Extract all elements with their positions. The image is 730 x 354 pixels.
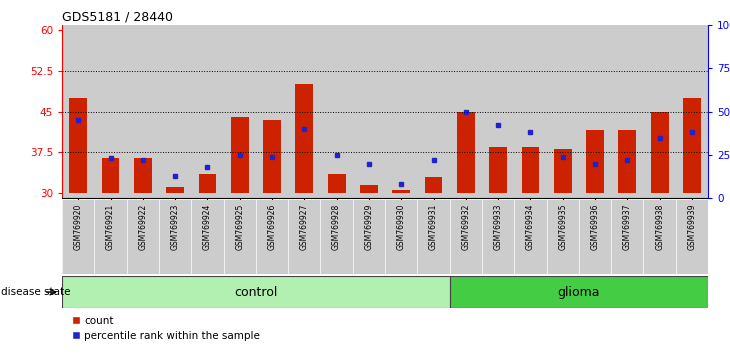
- Bar: [554, 149, 572, 193]
- Bar: [223, 200, 256, 274]
- Bar: [514, 25, 547, 198]
- Bar: [231, 117, 249, 193]
- Bar: [418, 25, 450, 198]
- Bar: [418, 200, 450, 274]
- Bar: [450, 200, 482, 274]
- Bar: [288, 200, 320, 274]
- Bar: [547, 25, 579, 198]
- Bar: [360, 185, 378, 193]
- Text: glioma: glioma: [558, 286, 600, 298]
- Bar: [134, 158, 152, 193]
- Bar: [320, 25, 353, 198]
- Bar: [644, 200, 676, 274]
- Bar: [618, 131, 637, 193]
- Text: GSM769937: GSM769937: [623, 204, 632, 250]
- Bar: [579, 25, 611, 198]
- Text: GSM769921: GSM769921: [106, 204, 115, 250]
- Text: control: control: [234, 286, 277, 298]
- Text: GSM769934: GSM769934: [526, 204, 535, 250]
- Bar: [450, 25, 482, 198]
- Text: GSM769933: GSM769933: [493, 204, 503, 250]
- Bar: [676, 25, 708, 198]
- Text: GSM769939: GSM769939: [688, 204, 696, 250]
- Bar: [127, 200, 159, 274]
- Bar: [650, 112, 669, 193]
- Bar: [457, 112, 475, 193]
- FancyBboxPatch shape: [62, 276, 450, 308]
- Bar: [482, 25, 514, 198]
- Bar: [385, 25, 418, 198]
- Bar: [159, 25, 191, 198]
- Text: GSM769926: GSM769926: [267, 204, 277, 250]
- Bar: [199, 174, 216, 193]
- Bar: [482, 200, 514, 274]
- Bar: [683, 98, 701, 193]
- Bar: [514, 200, 547, 274]
- Text: GDS5181 / 28440: GDS5181 / 28440: [62, 11, 173, 24]
- FancyBboxPatch shape: [450, 276, 708, 308]
- Text: GSM769927: GSM769927: [300, 204, 309, 250]
- Bar: [166, 187, 184, 193]
- Bar: [263, 120, 281, 193]
- Bar: [288, 25, 320, 198]
- Text: GSM769929: GSM769929: [364, 204, 374, 250]
- Bar: [101, 158, 120, 193]
- Bar: [94, 200, 127, 274]
- Text: GSM769931: GSM769931: [429, 204, 438, 250]
- Text: GSM769923: GSM769923: [171, 204, 180, 250]
- Text: GSM769925: GSM769925: [235, 204, 245, 250]
- Text: GSM769928: GSM769928: [332, 204, 341, 250]
- Bar: [69, 98, 87, 193]
- Bar: [127, 25, 159, 198]
- Text: GSM769932: GSM769932: [461, 204, 470, 250]
- Bar: [223, 25, 256, 198]
- Bar: [256, 200, 288, 274]
- Bar: [392, 190, 410, 193]
- Bar: [328, 174, 345, 193]
- Text: GSM769938: GSM769938: [655, 204, 664, 250]
- Bar: [586, 131, 604, 193]
- Bar: [579, 200, 611, 274]
- Text: GSM769936: GSM769936: [591, 204, 599, 250]
- Bar: [676, 200, 708, 274]
- Bar: [353, 25, 385, 198]
- Bar: [521, 147, 539, 193]
- Bar: [320, 200, 353, 274]
- Bar: [94, 25, 127, 198]
- Bar: [256, 25, 288, 198]
- Bar: [191, 25, 223, 198]
- Text: GSM769924: GSM769924: [203, 204, 212, 250]
- Bar: [159, 200, 191, 274]
- Bar: [191, 200, 223, 274]
- Bar: [611, 200, 644, 274]
- Bar: [644, 25, 676, 198]
- Bar: [547, 200, 579, 274]
- Text: GSM769935: GSM769935: [558, 204, 567, 250]
- Bar: [425, 177, 442, 193]
- Text: disease state: disease state: [1, 287, 70, 297]
- Bar: [62, 200, 94, 274]
- Text: GSM769920: GSM769920: [74, 204, 82, 250]
- Text: GSM769922: GSM769922: [138, 204, 147, 250]
- Text: GSM769930: GSM769930: [396, 204, 406, 250]
- Bar: [296, 84, 313, 193]
- Bar: [611, 25, 644, 198]
- Bar: [489, 147, 507, 193]
- Legend: count, percentile rank within the sample: count, percentile rank within the sample: [67, 312, 264, 345]
- Bar: [62, 25, 94, 198]
- Bar: [353, 200, 385, 274]
- Bar: [385, 200, 418, 274]
